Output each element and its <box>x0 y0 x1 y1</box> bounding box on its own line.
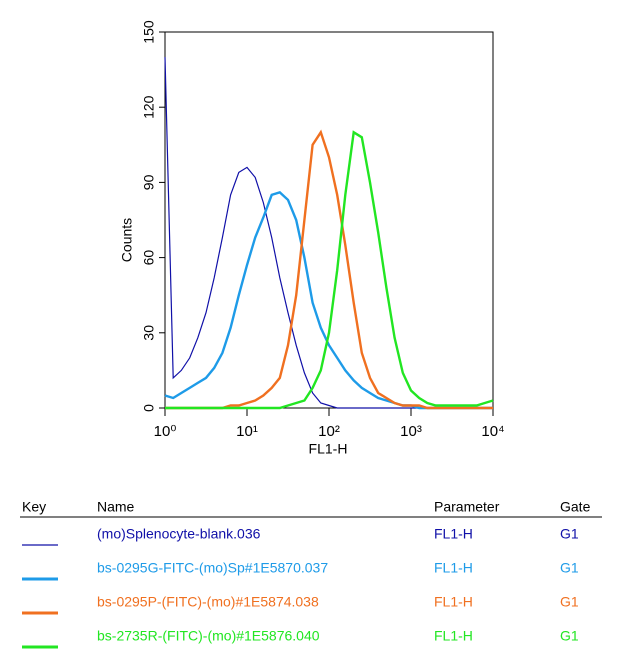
y-tick-label: 0 <box>141 404 157 412</box>
key-header: Name <box>97 499 135 515</box>
key-name: bs-2735R-(FITC)-(mo)#1E5876.040 <box>97 628 320 644</box>
key-parameter: FL1-H <box>434 594 473 610</box>
x-tick-label: 10³ <box>400 423 422 440</box>
key-name: (mo)Splenocyte-blank.036 <box>97 526 261 542</box>
key-header: Key <box>22 499 46 515</box>
y-tick-label: 150 <box>141 20 157 44</box>
x-tick-label: 10⁴ <box>481 423 504 440</box>
key-gate: G1 <box>560 526 579 542</box>
key-header: Gate <box>560 499 591 515</box>
key-gate: G1 <box>560 560 579 576</box>
y-tick-label: 60 <box>141 250 157 266</box>
key-gate: G1 <box>560 594 579 610</box>
y-tick-label: 30 <box>141 325 157 341</box>
series-line <box>164 57 493 409</box>
x-tick-label: 10⁰ <box>154 423 177 440</box>
key-parameter: FL1-H <box>434 526 473 542</box>
x-tick-label: 10² <box>318 423 340 440</box>
series-line <box>165 130 494 410</box>
x-axis-label: FL1-H <box>309 441 348 457</box>
y-tick-label: 120 <box>141 95 157 119</box>
key-gate: G1 <box>560 628 579 644</box>
key-header: Parameter <box>434 499 500 515</box>
x-tick-label: 10¹ <box>236 423 258 440</box>
y-axis-label: Counts <box>119 218 135 262</box>
plot-frame <box>164 31 494 409</box>
series-line <box>164 191 493 410</box>
key-parameter: FL1-H <box>434 560 473 576</box>
key-parameter: FL1-H <box>434 628 473 644</box>
key-name: bs-0295P-(FITC)-(mo)#1E5874.038 <box>97 594 319 610</box>
y-tick-label: 90 <box>141 174 157 190</box>
key-name: bs-0295G-FITC-(mo)Sp#1E5870.037 <box>97 560 328 576</box>
